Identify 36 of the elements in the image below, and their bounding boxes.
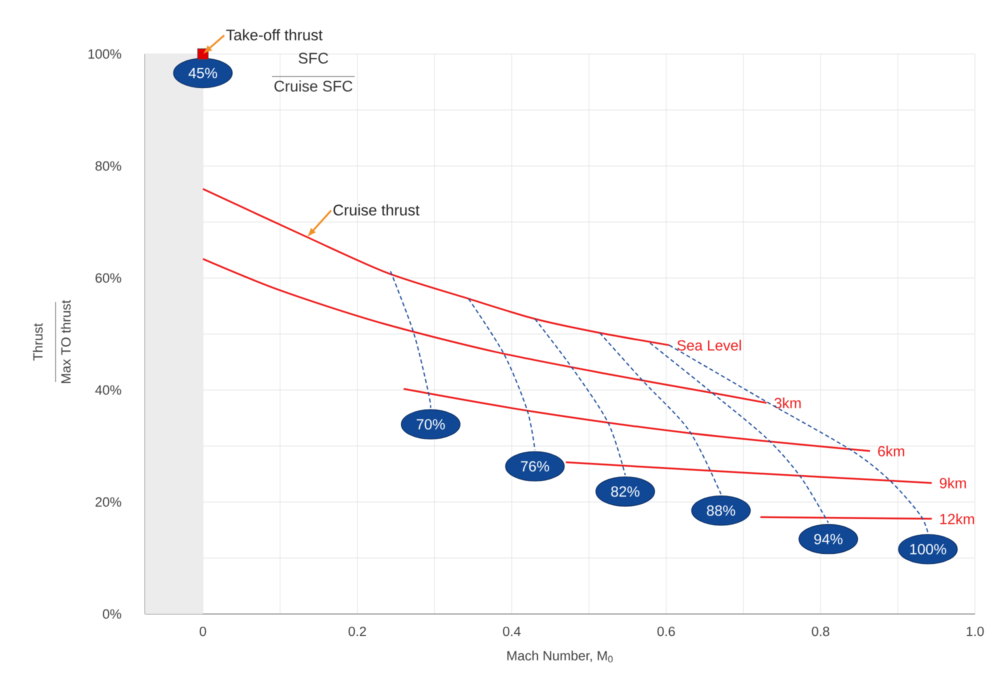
- series-label: 6km: [878, 446, 904, 456]
- x-tick-label: 0.8: [812, 626, 830, 636]
- x-tick-label: 0: [200, 626, 206, 636]
- x-tick-label: 0.2: [348, 626, 366, 636]
- line-series: [202, 258, 768, 404]
- x-tick-label: 1.0: [966, 626, 984, 636]
- line-series: [202, 188, 670, 346]
- series-label: 76%: [520, 461, 550, 472]
- y-tick-label: 40%: [95, 385, 122, 395]
- series-label: 82%: [611, 486, 640, 497]
- line-series: [468, 298, 536, 451]
- x-tick-label: 0.6: [657, 626, 675, 636]
- y-tick-label: 60%: [96, 273, 122, 283]
- series-label: 94%: [814, 534, 842, 544]
- annotation: Take-off thrust: [226, 29, 323, 40]
- y-axis-title: Thrust: [32, 323, 43, 361]
- annotation: Cruise thrust: [334, 204, 420, 216]
- series-label: 88%: [706, 505, 736, 516]
- series-label: 100%: [910, 544, 946, 554]
- text: Max TO thrust: [60, 300, 71, 384]
- x-axis-title: Mach Number, M$_{0}$: [507, 650, 613, 662]
- series-label: 9km: [940, 478, 966, 488]
- line-series: [402, 388, 871, 452]
- y-tick-label: 0%: [102, 609, 122, 619]
- annotation: Cruise SFC: [274, 80, 352, 92]
- series-label: 70%: [416, 419, 445, 430]
- y-tick-label: 20%: [96, 497, 122, 507]
- y-tick-label: 100%: [88, 49, 122, 59]
- series-label: 3km: [774, 398, 801, 408]
- series-label: 45%: [188, 68, 218, 78]
- line-series: [390, 270, 432, 409]
- series-label: 12km: [940, 513, 974, 524]
- x-tick-label: 0.4: [503, 626, 521, 636]
- series-label: Sea Level: [677, 340, 741, 351]
- annotation: SFC: [298, 52, 328, 64]
- y-tick-label: 80%: [96, 161, 122, 171]
